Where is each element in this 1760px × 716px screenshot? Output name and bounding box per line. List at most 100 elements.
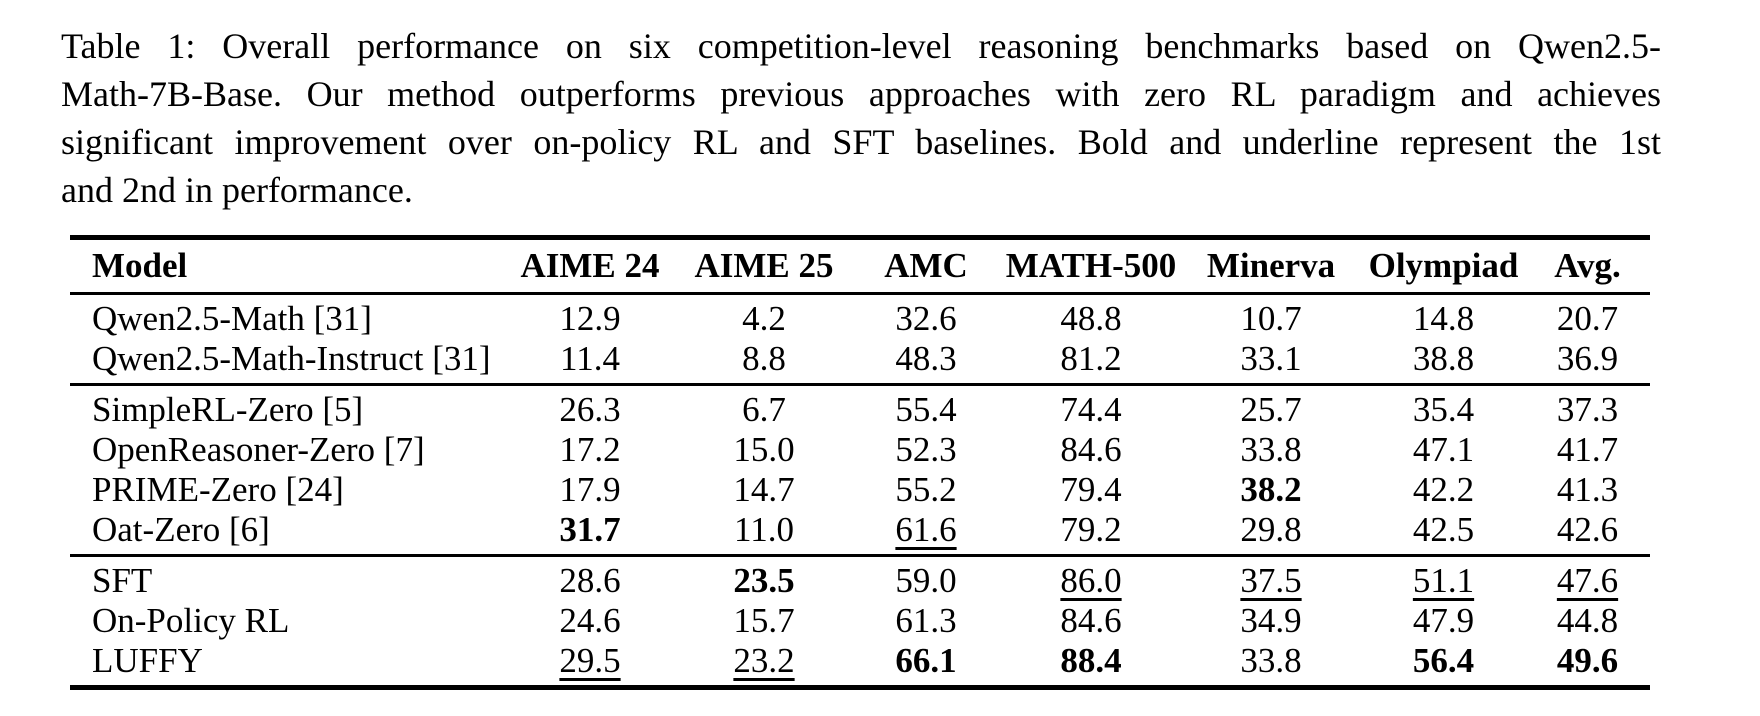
header-row: Model AIME 24 AIME 25 AMC MATH-500 Minerva Oly…	[70, 237, 1650, 295]
value-cell: 11.4	[560, 339, 620, 378]
value-cell: 41.3	[1556, 470, 1619, 509]
caption-line: significant improvement over on-policy R…	[61, 122, 1661, 162]
value-cell: 49.6	[1556, 641, 1619, 680]
value-cell: 74.4	[1002, 383, 1180, 430]
value-cell: 35.4	[1362, 383, 1525, 430]
value-cell: 48.3	[895, 339, 957, 378]
value-cell: 61.6	[895, 510, 957, 549]
model-cell: Qwen2.5-Math-Instruct [31]	[92, 339, 491, 378]
table-row: OpenReasoner-Zero [7] 17.2 15.0 52.3 84.6 33.…	[70, 430, 1650, 470]
caption-line: Table 1: Overall performance on six comp…	[61, 26, 1661, 66]
column-header-model: Model	[70, 237, 502, 295]
table-row: On-Policy RL 24.6 15.7 61.3 84.6 34.9 47.9 44.8	[70, 601, 1650, 641]
value-cell: 79.2	[1060, 510, 1122, 549]
value-cell: 6.7	[678, 383, 850, 430]
value-cell: 42.5	[1412, 510, 1475, 549]
value-cell: 25.7	[1180, 383, 1362, 430]
model-cell: LUFFY	[92, 641, 203, 680]
value-cell: 17.9	[559, 470, 621, 509]
value-cell: 47.9	[1412, 601, 1475, 640]
value-cell: 20.7	[1556, 299, 1619, 338]
value-cell: 34.9	[1240, 601, 1302, 640]
column-header-olympiad: Olympiad	[1362, 237, 1525, 295]
value-cell: 36.9	[1556, 339, 1619, 378]
value-cell: 28.6	[502, 554, 678, 601]
value-cell: 55.2	[895, 470, 957, 509]
model-cell: PRIME-Zero [24]	[92, 470, 344, 509]
value-cell: 44.8	[1556, 601, 1619, 640]
value-cell: 11.0	[734, 510, 794, 549]
value-cell: 33.8	[1240, 641, 1302, 680]
value-cell: 33.8	[1240, 430, 1302, 469]
model-cell: SimpleRL-Zero [5]	[70, 383, 502, 430]
value-cell: 59.0	[850, 554, 1002, 601]
value-cell: 55.4	[850, 383, 1002, 430]
value-cell: 14.8	[1412, 299, 1475, 338]
column-header-amc: AMC	[850, 237, 1002, 295]
value-cell: 24.6	[559, 601, 621, 640]
column-header-math-500: MATH-500	[1002, 237, 1180, 295]
table-row: LUFFY 29.5 23.2 66.1 88.4 33.8 56.4 49.6	[70, 641, 1650, 688]
value-cell: 37.5	[1180, 554, 1362, 601]
table-row: Qwen2.5-Math-Instruct [31] 11.4 8.8 48.3 81.…	[70, 339, 1650, 385]
table-row: Qwen2.5-Math [31] 12.9 4.2 32.6 48.8 10.7 14.8…	[70, 294, 1650, 340]
value-cell: 88.4	[1060, 641, 1122, 680]
table-group-3: SFT 28.6 23.5 59.0 86.0 37.5 51.1 47.6 On-Policy…	[70, 554, 1650, 688]
value-cell: 12.9	[559, 299, 621, 338]
value-cell: 42.6	[1556, 510, 1619, 549]
model-cell: OpenReasoner-Zero [7]	[92, 430, 425, 469]
value-cell: 79.4	[1060, 470, 1122, 509]
table-row: Oat-Zero [6] 31.7 11.0 61.6 79.2 29.8 42.5 42.6	[70, 510, 1650, 556]
column-header-aime-24: AIME 24	[502, 237, 678, 295]
value-cell: 38.8	[1412, 339, 1475, 378]
value-cell: 8.8	[742, 339, 786, 378]
table-header: Model AIME 24 AIME 25 AMC MATH-500 Minerva Oly…	[70, 237, 1650, 295]
table-row: SFT 28.6 23.5 59.0 86.0 37.5 51.1 47.6	[70, 554, 1650, 601]
value-cell: 51.1	[1362, 554, 1525, 601]
value-cell: 48.8	[1060, 299, 1122, 338]
value-cell: 81.2	[1060, 339, 1122, 378]
table-row: SimpleRL-Zero [5] 26.3 6.7 55.4 74.4 25.7 35.4…	[70, 383, 1650, 430]
value-cell: 47.6	[1525, 554, 1650, 601]
value-cell: 84.6	[1060, 601, 1122, 640]
model-cell: SFT	[70, 554, 502, 601]
caption-line: and 2nd in performance.	[61, 170, 413, 210]
value-cell: 14.7	[733, 470, 795, 509]
value-cell: 31.7	[559, 510, 621, 549]
value-cell: 26.3	[502, 383, 678, 430]
value-cell: 56.4	[1412, 641, 1475, 680]
model-cell: Oat-Zero [6]	[92, 510, 270, 549]
model-cell: Qwen2.5-Math [31]	[92, 299, 372, 338]
table-group-1: Qwen2.5-Math [31] 12.9 4.2 32.6 48.8 10.7 14.8…	[70, 294, 1650, 385]
value-cell: 15.7	[733, 601, 795, 640]
value-cell: 41.7	[1556, 430, 1619, 469]
value-cell: 33.1	[1240, 339, 1302, 378]
value-cell: 52.3	[895, 430, 957, 469]
value-cell: 86.0	[1002, 554, 1180, 601]
value-cell: 47.1	[1412, 430, 1475, 469]
value-cell: 23.2	[733, 641, 795, 680]
value-cell: 61.3	[895, 601, 957, 640]
value-cell: 29.8	[1240, 510, 1302, 549]
value-cell: 37.3	[1525, 383, 1650, 430]
value-cell: 15.0	[733, 430, 795, 469]
value-cell: 84.6	[1060, 430, 1122, 469]
model-cell: On-Policy RL	[92, 601, 290, 640]
value-cell: 66.1	[895, 641, 957, 680]
table-caption: Table 1: Overall performance on six comp…	[61, 22, 1661, 214]
column-header-avg: Avg.	[1525, 237, 1650, 295]
caption-line: Math-7B-Base. Our method outperforms pre…	[61, 74, 1661, 114]
benchmark-results-table: Model AIME 24 AIME 25 AMC MATH-500 Minerva Oly…	[70, 235, 1650, 690]
column-header-aime-25: AIME 25	[678, 237, 850, 295]
value-cell: 38.2	[1240, 470, 1302, 509]
table-group-2: SimpleRL-Zero [5] 26.3 6.7 55.4 74.4 25.7 35.4…	[70, 383, 1650, 556]
value-cell: 32.6	[895, 299, 957, 338]
value-cell: 17.2	[559, 430, 621, 469]
value-cell: 29.5	[559, 641, 621, 680]
table-row: PRIME-Zero [24] 17.9 14.7 55.2 79.4 38.2 42.2 4…	[70, 470, 1650, 510]
value-cell: 23.5	[678, 554, 850, 601]
value-cell: 10.7	[1240, 299, 1302, 338]
value-cell: 4.2	[742, 299, 786, 338]
column-header-minerva: Minerva	[1180, 237, 1362, 295]
value-cell: 42.2	[1412, 470, 1475, 509]
